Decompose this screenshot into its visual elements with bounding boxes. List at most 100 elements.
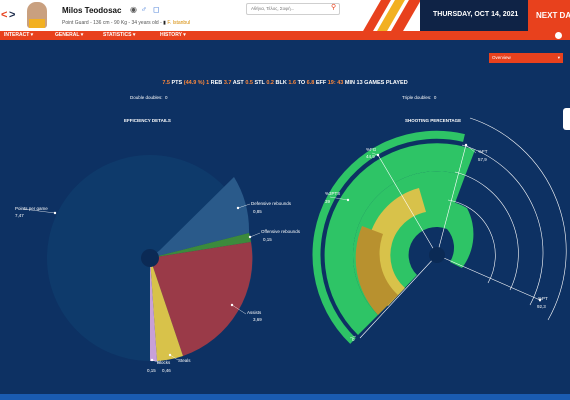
pts-label: PTS	[171, 80, 183, 86]
shoot-value-3pts: 39	[325, 199, 331, 204]
leader-dot	[168, 353, 172, 357]
blk-label: BLK	[275, 80, 287, 86]
pie-label-blocks: Blocks	[157, 360, 171, 365]
gender-icon: ♂	[141, 5, 147, 14]
next-day-button[interactable]: NEXT DA	[528, 0, 570, 31]
shooting-chart	[312, 117, 567, 344]
triple-doubles: Triple doubles: 0	[402, 95, 436, 100]
side-panel-handle[interactable]	[563, 108, 570, 130]
leader-dot	[376, 153, 380, 157]
reb-label: REB	[210, 80, 223, 86]
pie-value-off-reb: 0,15	[263, 237, 272, 242]
menu-general[interactable]: GENERAL ▾	[55, 32, 84, 38]
pie-slice-assists[interactable]	[150, 242, 253, 356]
shoot-label-pt: %PT	[538, 296, 548, 301]
menu-statistics[interactable]: STATISTICS ▾	[103, 32, 136, 38]
player-name: Milos Teodosac	[62, 6, 122, 15]
shooting-wedge[interactable]	[355, 226, 398, 315]
leader-line	[151, 359, 161, 364]
avatar	[27, 2, 47, 28]
to-label: TO	[297, 80, 306, 86]
current-date: THURSDAY, OCT 14, 2021	[433, 11, 519, 18]
player-info: Point Guard - 136 cm - 90 Kg - 34 years …	[62, 20, 190, 26]
shooting-band[interactable]	[324, 143, 475, 335]
shooting-title: SHOOTING PERCENTAGE	[405, 118, 462, 123]
leader-dot	[230, 303, 234, 307]
leader-line	[231, 304, 247, 315]
double-doubles: Double doubles: 0	[130, 95, 168, 100]
menu-interact[interactable]: INTERACT ▾	[4, 32, 34, 38]
leader-line	[237, 203, 251, 209]
menu-history[interactable]: HISTORY ▾	[160, 32, 186, 38]
shoot-value-pt: 92,3	[537, 304, 546, 309]
pie-labels	[22, 203, 261, 364]
pie-slice-steals[interactable]	[150, 258, 183, 361]
settings-icon[interactable]: ◉	[130, 5, 137, 14]
pie-value-blocks: 0,15	[147, 368, 156, 373]
stl-label: STL	[254, 80, 265, 86]
leader-dot	[236, 206, 240, 210]
pie-value-def-reb: 0,85	[253, 209, 262, 214]
pie-hole	[141, 249, 159, 267]
ball-icon[interactable]	[555, 32, 562, 39]
pie-value-assists: 3,69	[253, 317, 262, 322]
pie-label-def-reb: Defensive rebounds	[251, 201, 292, 206]
stats-summary: 7.5 PTS (44.9 %) 1 REB 3.7 AST 0.5 STL 0…	[0, 80, 570, 86]
ast-value: 3.7	[223, 80, 232, 86]
ast-label: AST	[232, 80, 244, 86]
min-value: 19: 43	[327, 80, 344, 86]
leader-dot	[53, 211, 57, 215]
double-doubles-label: Double doubles:	[130, 95, 163, 100]
search-input[interactable]: Αθήνα, Τέλος, Σοφή...	[246, 3, 340, 15]
efficiency-pie	[47, 155, 253, 362]
games-label: GAMES PLAYED	[364, 80, 408, 86]
shoot-zero-label: 0	[352, 337, 355, 342]
eff-value: 6.8	[306, 80, 315, 86]
player-details: Point Guard - 136 cm - 90 Kg - 34 years …	[62, 20, 162, 26]
shoot-label-ft: %FT	[478, 149, 488, 154]
leader-dot	[248, 235, 252, 239]
view-selector-value: Overview	[492, 55, 511, 60]
leader-dot	[464, 143, 468, 147]
leader-line	[249, 232, 261, 238]
pie-slice-blocks[interactable]	[150, 258, 157, 362]
search-icon[interactable]: ⚲	[331, 4, 337, 11]
reb-value: 1	[206, 80, 210, 86]
eff-label: EFF	[315, 80, 327, 86]
to-value: 1.6	[288, 80, 297, 86]
leader-line	[22, 208, 56, 214]
efficiency-title: EFFICIENCY DETAILS	[124, 118, 171, 123]
forward-arrow-icon[interactable]: >	[9, 9, 16, 21]
footer-bar	[0, 394, 570, 400]
team-link[interactable]: F. Istanbul	[167, 20, 191, 26]
shoot-label-3pts: %3PTS	[325, 191, 340, 196]
pie-slice-offensive-rebounds[interactable]	[150, 233, 251, 258]
stl-value: 0.5	[245, 80, 253, 86]
chevron-down-icon: ▾	[557, 55, 560, 60]
shooting-band[interactable]	[382, 200, 474, 295]
pie-label-points: Points per game	[15, 206, 48, 211]
polar-hole	[429, 247, 445, 263]
pie-label-steals: Steals	[178, 358, 191, 363]
pie-value-points: 7,47	[15, 213, 24, 218]
view-selector[interactable]: Overview ▾	[489, 53, 563, 63]
bookmark-icon[interactable]: ◻	[153, 5, 160, 14]
triple-doubles-label: Triple doubles:	[402, 95, 432, 100]
shoot-value-fg: 44,9	[366, 154, 375, 159]
top-bar: < > Milos Teodosac ◉ ♂ ◻ Point Guard - 1…	[0, 0, 570, 31]
pie-label-assists: Assists	[247, 310, 262, 315]
leader-dot	[538, 298, 542, 302]
pie-label-off-reb: Offensive rebounds	[261, 229, 301, 234]
fg-pct-value: (44.9 %)	[183, 80, 205, 86]
back-arrow-icon[interactable]: <	[1, 9, 8, 21]
min-label: MIN	[344, 80, 355, 86]
leader-dot	[346, 198, 350, 202]
pie-slice-defensive-rebounds[interactable]	[150, 177, 250, 258]
blk-value: 0.2	[266, 80, 274, 86]
flag-icon: ▮	[163, 20, 168, 26]
menu-bar: INTERACT ▾ GENERAL ▾ STATISTICS ▾ HISTOR…	[0, 31, 570, 40]
triple-doubles-value: 0	[433, 95, 437, 100]
leader-line	[169, 354, 179, 361]
games-value: 13	[356, 80, 363, 86]
